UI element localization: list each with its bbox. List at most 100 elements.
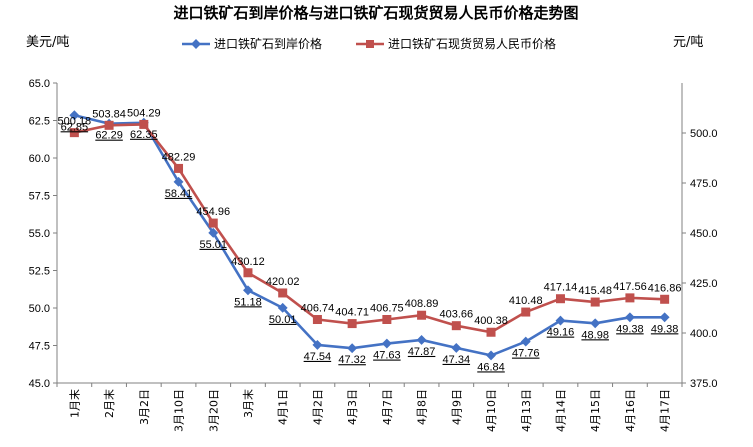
left-tick-label: 50.0: [29, 303, 50, 315]
x-category-label: 4月2日: [311, 389, 324, 425]
blue-data-label: 58.41: [165, 188, 193, 200]
blue-data-label: 50.01: [269, 314, 297, 326]
red-data-label: 406.75: [370, 303, 404, 315]
red-data-label: 416.86: [648, 282, 682, 294]
data-labels: 62.85 62.29 62.35 58.41 55.01 51.18 50.01 47.54…: [58, 107, 682, 373]
x-category-label: 4月10日: [485, 389, 498, 432]
data-point-diamond: [555, 315, 566, 326]
x-category-label: 3月20日: [207, 389, 220, 432]
axes: 45.0 47.5 50.0 52.5 55.0 57.5 60.0 62.5 65.0 375.…: [29, 78, 718, 432]
left-tick-label: 47.5: [29, 341, 50, 353]
red-data-label: 417.14: [544, 282, 578, 294]
red-data-label: 400.38: [474, 315, 508, 327]
right-tick-label: 400.0: [690, 328, 718, 340]
legend-label-series-2: 进口铁矿石现货贸易人民币价格: [388, 36, 556, 51]
data-point-square: [382, 315, 392, 324]
x-category-label: 4月13日: [520, 389, 533, 432]
series-line-2: [74, 123, 665, 334]
legend: 进口铁矿石到岸价格 进口铁矿石现货贸易人民币价格: [182, 36, 556, 51]
data-point-square: [174, 163, 184, 173]
data-point-diamond: [659, 312, 670, 323]
red-data-label: 500.18: [58, 116, 92, 128]
x-category-label: 3月2日: [138, 389, 151, 425]
data-point-square: [451, 321, 461, 331]
blue-data-label: 47.32: [338, 354, 366, 366]
data-point-diamond: [451, 342, 462, 353]
left-tick-label: 62.5: [29, 116, 50, 128]
red-data-label: 482.29: [162, 151, 196, 163]
legend-label-series-1: 进口铁矿石到岸价格: [214, 36, 322, 51]
left-tick-label: 57.5: [29, 191, 50, 203]
blue-data-label: 62.35: [130, 129, 158, 141]
blue-data-label: 49.16: [547, 327, 575, 339]
data-point-diamond: [312, 339, 323, 350]
x-category-label: 4月17日: [659, 389, 672, 432]
data-point-square: [139, 119, 149, 129]
data-point-diamond: [69, 110, 80, 121]
left-tick-label: 52.5: [29, 266, 50, 278]
data-point-diamond: [486, 350, 496, 361]
data-point-diamond: [173, 176, 184, 187]
data-point-diamond: [624, 312, 635, 323]
x-category-label: 4月7日: [381, 389, 394, 425]
chart-title: 进口铁矿石到岸价格与进口铁矿石现货贸易人民币价格走势图: [173, 4, 578, 22]
data-point-diamond: [347, 343, 358, 354]
blue-data-label: 47.54: [304, 351, 332, 363]
blue-data-label: 55.01: [199, 239, 227, 251]
red-data-label: 420.02: [266, 276, 300, 288]
red-data-label: 417.56: [613, 281, 647, 293]
data-point-diamond: [520, 336, 531, 347]
red-data-label: 430.12: [231, 256, 265, 268]
blue-data-label: 47.76: [512, 348, 540, 360]
x-category-label: 3月10日: [173, 389, 186, 432]
left-tick-label: 45.0: [29, 378, 50, 390]
red-data-label: 408.89: [405, 298, 439, 310]
x-category-label: 4月15日: [589, 389, 602, 432]
blue-data-label: 62.29: [95, 130, 123, 142]
series-line-1: [74, 113, 665, 357]
blue-data-label: 48.98: [581, 329, 609, 341]
data-point-square: [243, 268, 253, 278]
data-point-diamond: [208, 227, 219, 238]
x-category-label: 2月末: [102, 389, 116, 418]
red-data-label: 504.29: [127, 107, 161, 119]
left-tick-label: 60.0: [29, 153, 50, 165]
right-tick-label: 375.0: [690, 378, 718, 390]
data-point-square: [417, 310, 427, 320]
x-category-label: 4月9日: [450, 389, 463, 425]
data-point-square: [486, 327, 496, 337]
right-tick-label: 500.0: [690, 128, 718, 140]
red-data-label: 410.48: [509, 295, 543, 307]
x-category-label: 4月14日: [554, 389, 567, 432]
x-category-label: 1月末: [67, 389, 81, 418]
blue-data-label: 62.85: [61, 121, 89, 133]
blue-data-label: 51.18: [234, 296, 262, 308]
right-tick-label: 475.0: [690, 178, 718, 190]
x-category-label: 4月1日: [277, 389, 290, 425]
blue-data-label: 47.87: [408, 346, 436, 358]
data-point-diamond: [416, 335, 427, 345]
data-point-diamond: [243, 285, 253, 296]
blue-data-label: 47.34: [443, 354, 471, 366]
right-axis-unit: 元/吨: [673, 35, 703, 50]
right-tick-label: 450.0: [690, 228, 718, 240]
red-data-label: 454.96: [196, 206, 230, 218]
legend-square-marker: [366, 40, 374, 48]
data-point-square: [590, 297, 600, 307]
blue-data-label: 49.38: [651, 323, 679, 335]
red-data-label: 406.74: [301, 303, 335, 315]
data-point-square: [521, 307, 531, 317]
left-tick-label: 65.0: [29, 78, 50, 90]
x-category-label: 3月末: [241, 389, 255, 418]
data-point-diamond: [381, 338, 392, 349]
data-point-square: [104, 120, 114, 130]
x-category-label: 4月3日: [346, 389, 359, 425]
data-point-square: [347, 319, 357, 329]
right-tick-label: 425.0: [690, 278, 718, 290]
data-point-square: [660, 294, 670, 304]
left-axis-unit: 美元/吨: [26, 35, 69, 50]
red-data-label: 403.66: [439, 309, 473, 321]
x-category-label: 4月16日: [624, 389, 637, 432]
